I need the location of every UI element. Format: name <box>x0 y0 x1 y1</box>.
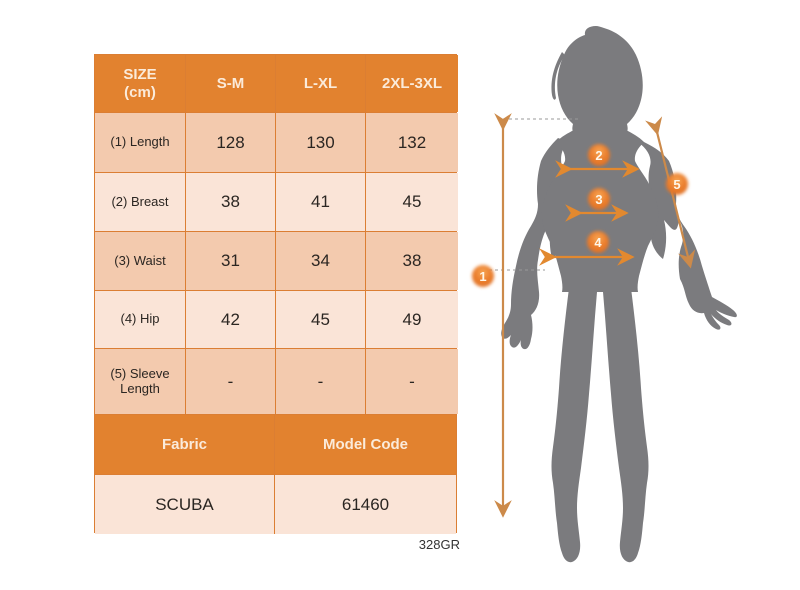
svg-text:4: 4 <box>594 235 602 250</box>
svg-text:3: 3 <box>595 192 602 207</box>
svg-text:5: 5 <box>673 177 680 192</box>
svg-text:1: 1 <box>479 269 486 284</box>
svg-text:2: 2 <box>595 148 602 163</box>
